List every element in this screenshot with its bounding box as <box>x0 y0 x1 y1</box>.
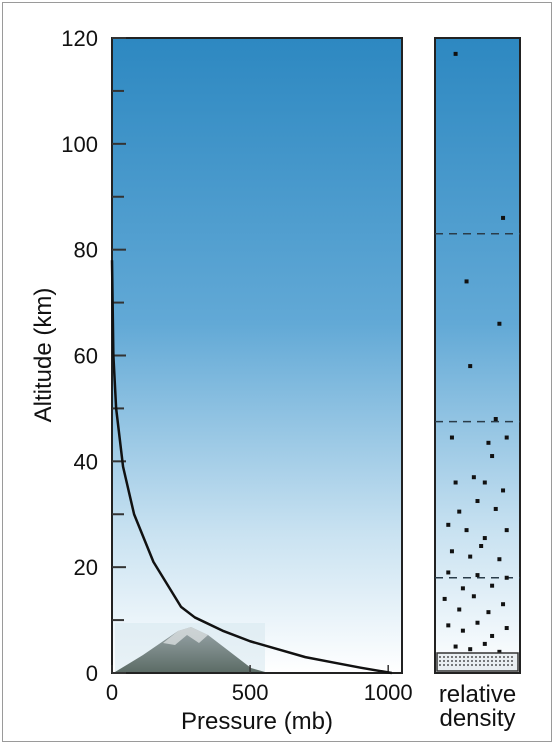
x-axis: 0 500 1000 <box>106 665 413 705</box>
density-dot <box>486 440 491 445</box>
density-dot <box>501 488 506 493</box>
x-tick-label: 0 <box>106 680 118 705</box>
density-dot <box>501 602 506 607</box>
pressure-curve <box>110 260 392 675</box>
y-tick-label: 80 <box>74 238 98 263</box>
y-axis-title: Altitude (km) <box>30 288 57 423</box>
density-dot <box>475 499 480 504</box>
density-dot <box>457 509 462 514</box>
density-dot <box>504 528 509 533</box>
density-dot <box>475 620 480 625</box>
y-tick-label: 120 <box>61 26 98 51</box>
density-dot <box>453 644 458 649</box>
density-dot <box>471 475 476 480</box>
density-dot <box>482 641 487 646</box>
y-tick-label: 60 <box>74 344 98 369</box>
density-dot <box>504 626 509 631</box>
density-axis-title-line: relative <box>439 681 516 708</box>
density-axis-title-line: density <box>439 705 515 732</box>
density-dot <box>493 506 498 511</box>
y-tick-label: 100 <box>61 132 98 157</box>
density-dot <box>501 215 506 220</box>
density-dot <box>460 586 465 591</box>
density-dot <box>504 435 509 440</box>
density-dot <box>504 575 509 580</box>
density-dot <box>449 435 454 440</box>
density-dot <box>490 454 495 459</box>
density-dot <box>482 480 487 485</box>
x-axis-title: Pressure (mb) <box>181 708 333 735</box>
density-dot <box>446 623 451 628</box>
density-dot <box>442 596 447 601</box>
density-dot <box>460 628 465 633</box>
density-dot <box>471 594 476 599</box>
pressure-curve-layer <box>110 260 392 675</box>
y-tick-label: 40 <box>74 449 98 474</box>
density-dot <box>497 557 502 562</box>
density-dot <box>446 522 451 527</box>
density-dot <box>490 633 495 638</box>
density-column-background <box>434 37 521 674</box>
y-tick-label: 20 <box>74 555 98 580</box>
density-dot <box>449 549 454 554</box>
density-dot <box>453 480 458 485</box>
density-dot <box>468 647 473 652</box>
mountain-snow <box>163 627 208 645</box>
density-dot <box>493 417 498 421</box>
y-axis: 0 20 40 60 80 100 120 <box>61 26 126 686</box>
density-dot <box>464 528 469 533</box>
main-plot-background <box>111 37 403 674</box>
density-dot <box>497 649 502 654</box>
density-dot <box>457 607 462 612</box>
density-dot <box>479 544 484 548</box>
density-dot <box>453 51 458 56</box>
density-dot <box>468 364 473 369</box>
density-dot <box>468 554 473 559</box>
density-dot <box>475 573 480 578</box>
density-dot <box>446 570 451 575</box>
x-tick-label: 1000 <box>364 680 413 705</box>
density-dot <box>464 279 469 284</box>
density-axis-title: relative density <box>439 681 516 732</box>
density-dots-layer <box>442 51 509 654</box>
density-base-pile <box>436 652 519 672</box>
density-dot <box>490 583 495 588</box>
x-tick-label: 500 <box>232 680 269 705</box>
density-dot <box>486 610 491 615</box>
mountain-icon <box>115 627 265 672</box>
density-dot <box>482 536 487 541</box>
y-tick-label: 0 <box>86 661 98 686</box>
chart-svg: 0 20 40 60 80 100 120 0 500 1000 Pressure (mb) A… <box>30 26 521 735</box>
density-dot <box>497 321 502 326</box>
